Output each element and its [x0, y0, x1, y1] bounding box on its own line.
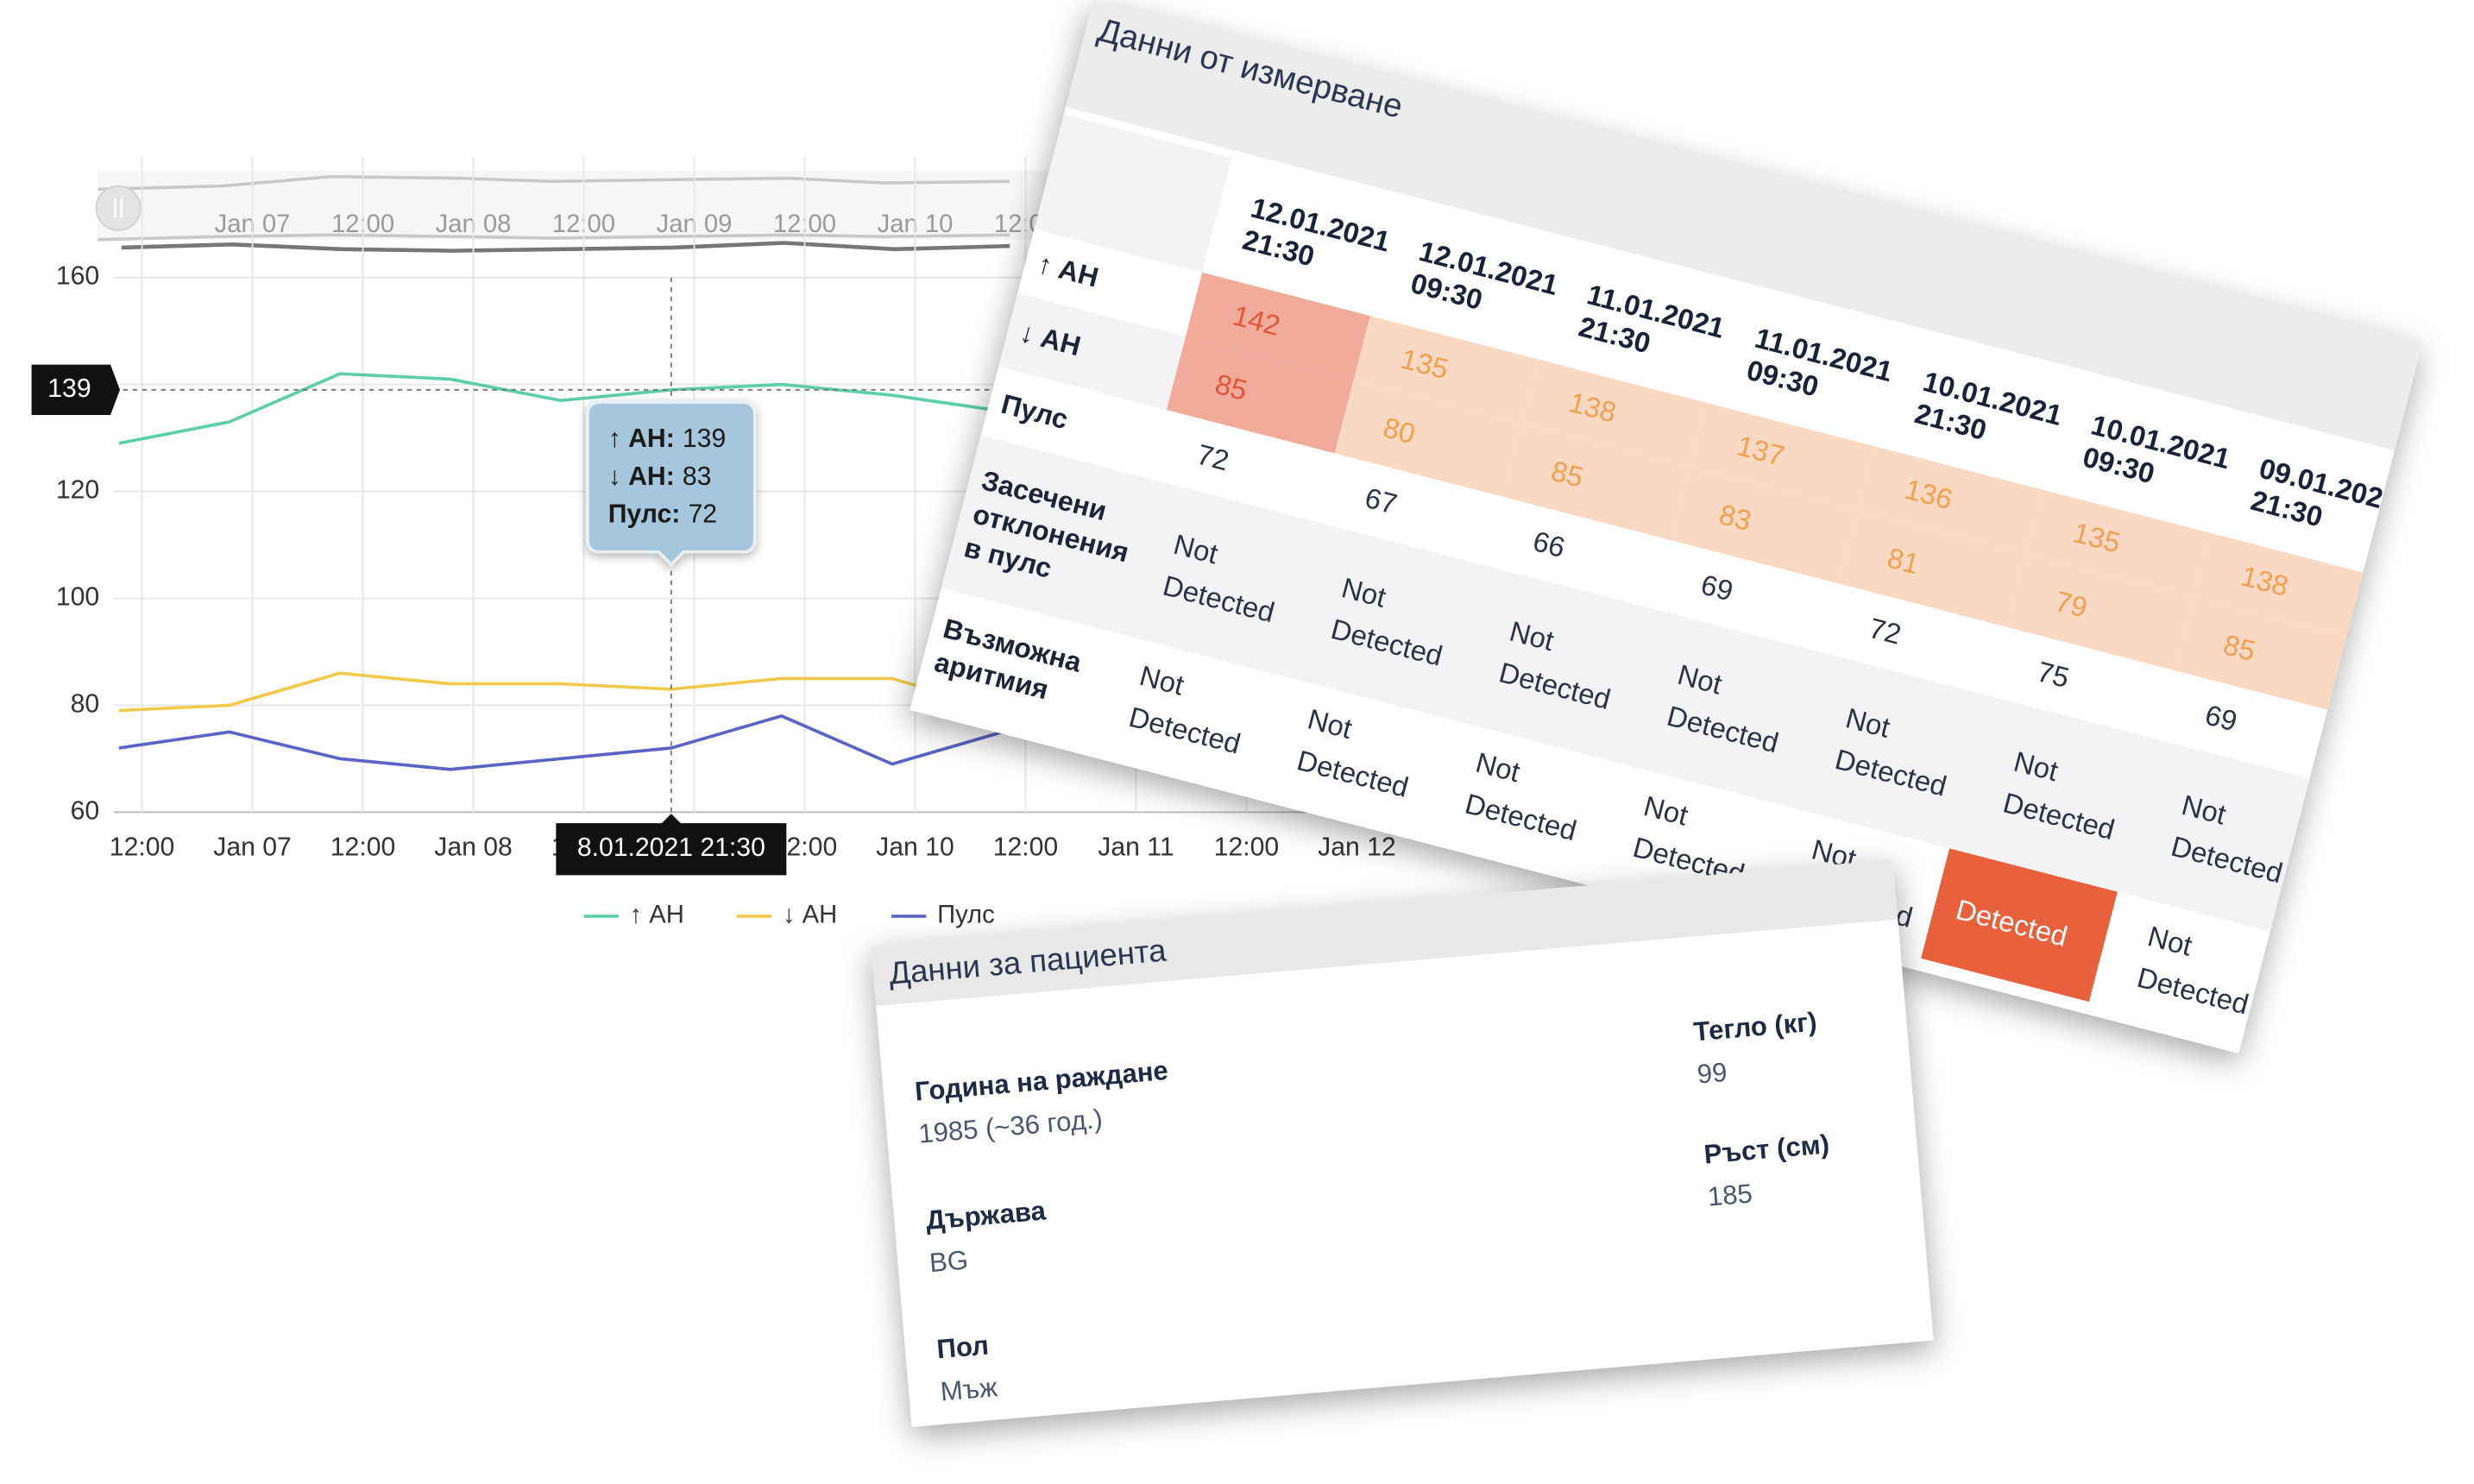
cell-value: 83 — [1715, 497, 1755, 537]
tooltip-label: ↓ АН: — [608, 462, 675, 491]
navigator-handle[interactable] — [95, 185, 142, 231]
series-line — [118, 372, 1004, 445]
cell-value: Detected — [1953, 892, 2071, 953]
x-tick-label: Jan 10 — [876, 833, 954, 861]
series-line — [118, 714, 1004, 771]
cell-value: Not Detected — [1495, 615, 1615, 716]
cell-value: Not Detected — [2133, 920, 2252, 1021]
cell-value: 138 — [1565, 385, 1620, 429]
legend-label: ↓ АН — [783, 902, 837, 929]
legend: ↑ АН ↓ АН Пулс — [583, 902, 995, 929]
cell-value: 69 — [2201, 699, 2241, 738]
navigator-line — [98, 174, 1010, 192]
cell-value: 79 — [2052, 584, 2091, 624]
x-tick-label: Jan 11 — [1098, 833, 1174, 861]
cell-value: Not Detected — [1125, 659, 1244, 760]
cell-value: Not Detected — [1664, 658, 1782, 759]
cell-value: 72 — [1866, 612, 1904, 651]
cell-value: 138 — [2238, 559, 2292, 602]
cell-value: Not Detected — [1461, 746, 1580, 847]
crosshair-y-label: 139 — [47, 374, 91, 403]
cell-value: Not Detected — [1327, 571, 1446, 673]
cell-value: Not Detected — [1831, 701, 1950, 803]
cell-value: 85 — [2219, 627, 2259, 667]
tooltip-value: 83 — [683, 462, 712, 491]
tooltip-value: 72 — [688, 500, 717, 529]
y-tick-label: 100 — [56, 582, 99, 611]
cell-value: 85 — [1212, 367, 1251, 406]
x-tick-label: 12:00 — [330, 833, 395, 861]
field: Държава BG — [923, 1173, 1187, 1324]
cell-value: 135 — [2069, 515, 2125, 559]
tooltip-label: ↑ АН: — [608, 424, 675, 453]
y-tick-label: 120 — [56, 476, 99, 505]
crosshair-y-label-box — [31, 364, 120, 416]
tooltip-label: Пулс: — [608, 500, 681, 529]
cell-value: 142 — [1230, 299, 1284, 342]
x-tick-label: 12:00 — [110, 833, 174, 861]
cell-value: Not Detected — [2168, 789, 2286, 890]
cell-value: 80 — [1380, 411, 1419, 450]
field-column: Година на раждане 1985 (~36 год.) Държава B… — [913, 1045, 1199, 1427]
legend-label: ↑ АН — [630, 902, 684, 929]
cell-value: 75 — [2033, 655, 2073, 695]
y-tick-label: 160 — [56, 262, 99, 291]
x-tick-label: Jan 08 — [434, 833, 513, 861]
cell-value: 67 — [1362, 481, 1401, 521]
tooltip-row: Пулс: 72 — [608, 500, 717, 529]
field: Ръст (см) 185 — [1702, 1118, 1837, 1251]
cell-value: Not Detected — [1999, 745, 2118, 846]
cell-value: 135 — [1397, 342, 1452, 385]
cell-value: 69 — [1697, 569, 1737, 607]
tooltip-row: ↓ АН: 83 — [608, 462, 712, 491]
field-column: Тегло (кг) 99 Ръст (см) 185 — [1691, 996, 1837, 1251]
field-label: Ръст (см) — [1703, 1129, 1831, 1170]
tooltip-row: ↑ АН: 139 — [608, 424, 727, 453]
cell-value: 85 — [1548, 454, 1587, 494]
cell-value: Not Detected — [1294, 703, 1412, 804]
tooltip-value: 139 — [683, 424, 726, 453]
series-line — [118, 671, 1004, 713]
navigator-series — [121, 241, 1010, 253]
patient-card: Данни за пациента Година на раждане 1985 … — [871, 859, 1934, 1427]
y-tick-label: 60 — [71, 796, 100, 825]
cell-value: 137 — [1734, 429, 1788, 472]
field: Тегло (кг) 99 — [1691, 996, 1827, 1129]
cell-value: 81 — [1884, 541, 1923, 580]
legend-label: Пулс — [937, 902, 995, 929]
y-tick-label: 80 — [71, 689, 100, 718]
crosshair-x-label-box — [556, 814, 787, 876]
navigator-line — [98, 233, 1010, 242]
x-tick-label: Jan 12 — [1318, 833, 1396, 861]
field: Година на раждане 1985 (~36 год.) — [913, 1045, 1177, 1195]
tooltip-box — [586, 400, 757, 567]
cell-value: 136 — [1902, 472, 1956, 515]
cell-value: 72 — [1193, 438, 1232, 477]
cell-value: 66 — [1529, 525, 1569, 564]
x-tick-label: Jan 07 — [213, 833, 292, 861]
x-tick-label: 12:00 — [993, 833, 1058, 861]
navigator: Jan 07 12:00 Jan 08 12:00 Jan 09 12:00 Jan 10 1… — [95, 170, 1108, 253]
field-label: Тегло (кг) — [1692, 1007, 1818, 1047]
x-tick-label: 12:00 — [1214, 833, 1279, 861]
cell-value: Not Detected — [1159, 528, 1278, 629]
series-lines — [118, 372, 1004, 771]
crosshair-x-label: 8.01.2021 21:30 — [577, 833, 765, 862]
